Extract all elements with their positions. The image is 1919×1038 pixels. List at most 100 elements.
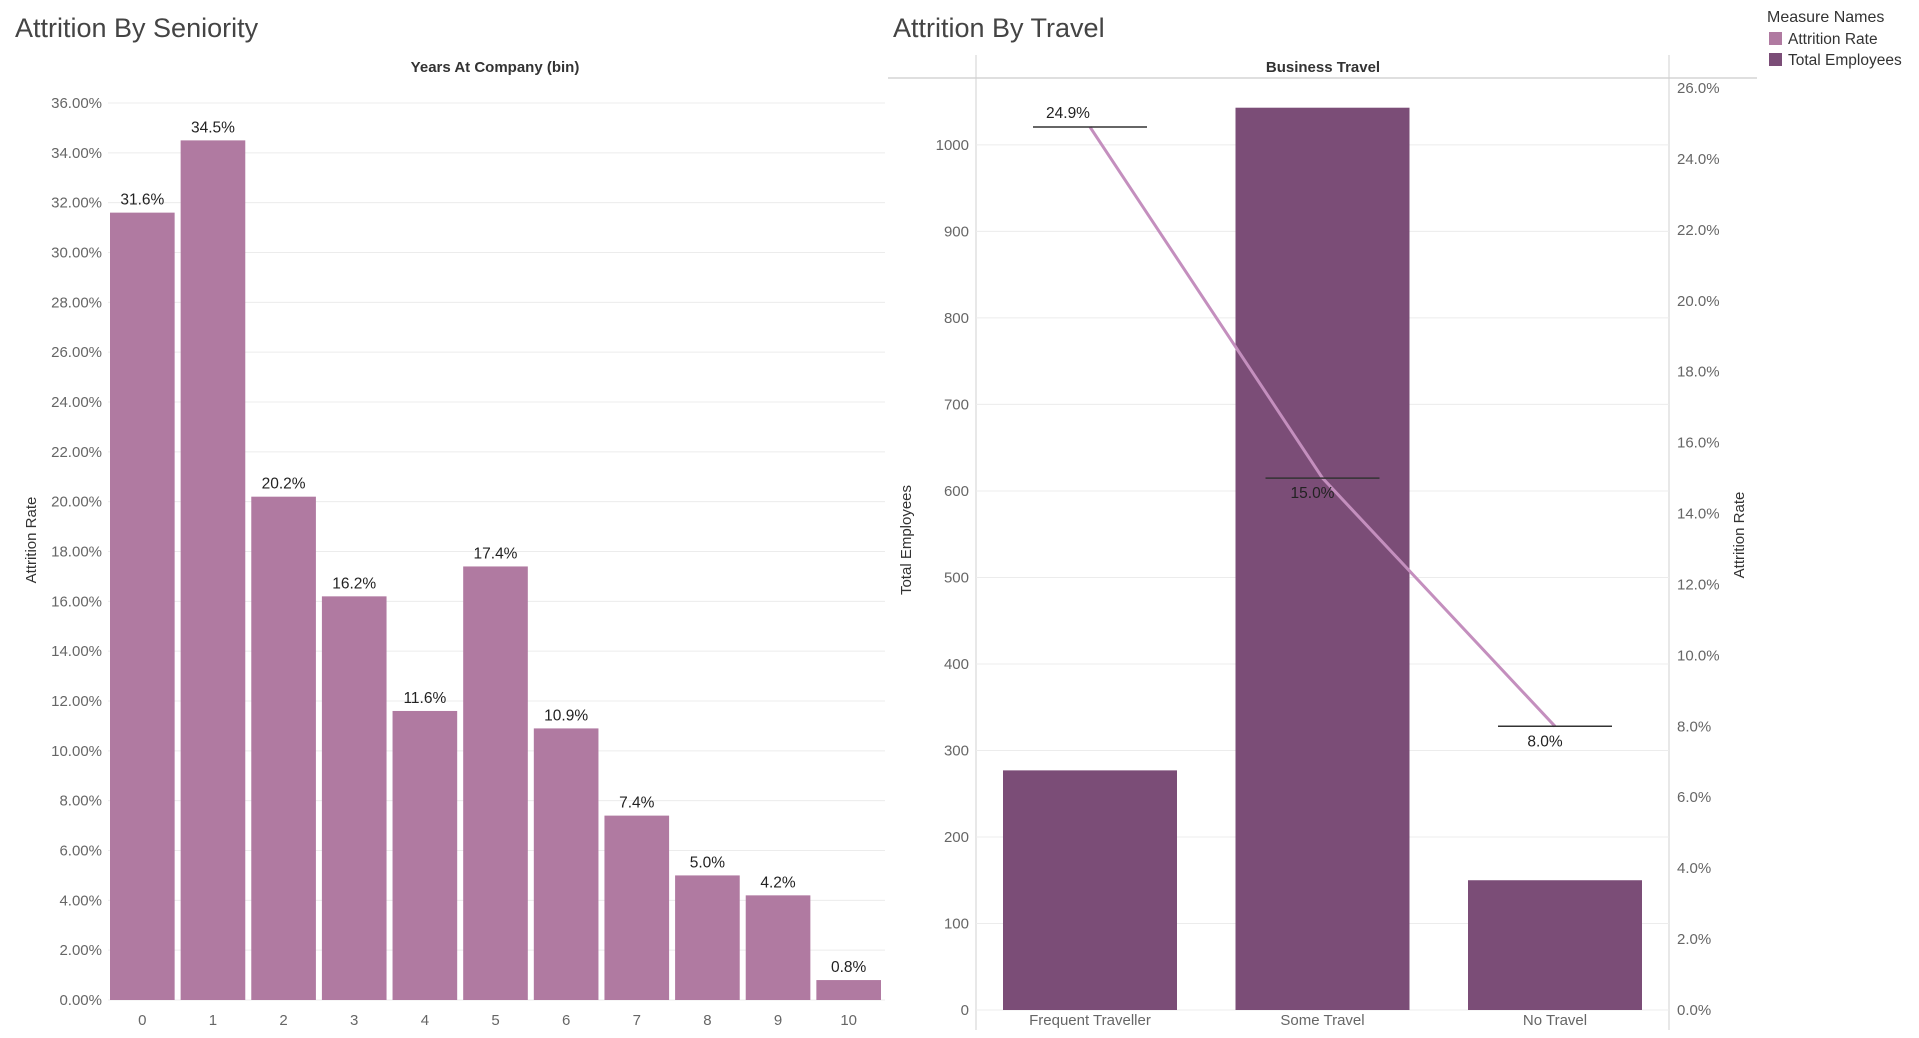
data-label: 20.2% [262, 476, 306, 493]
bar [533, 728, 599, 1000]
left-tick-label: 200 [944, 829, 969, 846]
chart-travel: Attrition By Travel Business Travel Tota… [888, 13, 1757, 1030]
column-header-seniority: Years At Company (bin) [411, 59, 580, 76]
x-tick-label: 6 [562, 1012, 570, 1029]
left-tick-label: 300 [944, 742, 969, 759]
right-tick-label: 8.0% [1677, 718, 1711, 735]
bar [1003, 770, 1177, 1010]
data-label: 10.9% [544, 707, 588, 724]
left-tick-label: 1000 [936, 137, 969, 154]
y-tick-label: 4.00% [59, 892, 102, 909]
bar [604, 815, 670, 1000]
bar [392, 710, 458, 1000]
column-header-travel: Business Travel [1266, 59, 1380, 76]
right-tick-label: 22.0% [1677, 222, 1720, 239]
y-tick-label: 24.00% [51, 394, 102, 411]
chart-title-travel: Attrition By Travel [893, 13, 1105, 43]
y-tick-label: 34.00% [51, 145, 102, 162]
y-tick-label: 10.00% [51, 743, 102, 760]
y-axis-label-seniority: Attrition Rate [23, 497, 40, 584]
bar [180, 140, 246, 1000]
y-tick-label: 12.00% [51, 693, 102, 710]
left-tick-label: 400 [944, 656, 969, 673]
x-tick-label: 8 [703, 1012, 711, 1029]
legend-label-attrition-rate[interactable]: Attrition Rate [1788, 31, 1878, 48]
legend-swatch-total-employees [1769, 53, 1782, 66]
right-tick-label: 26.0% [1677, 80, 1720, 97]
data-label: 8.0% [1527, 733, 1563, 750]
bar [816, 980, 881, 1000]
legend-label-total-employees[interactable]: Total Employees [1788, 52, 1902, 69]
bars-seniority [110, 140, 881, 1001]
x-tick-label: 4 [421, 1012, 429, 1029]
right-tick-label: 12.0% [1677, 576, 1720, 593]
right-tick-label: 14.0% [1677, 506, 1720, 523]
left-axis-ticks-travel: 0 100 200 300 400 500 600 700 800 900 1000 [936, 137, 969, 1019]
data-labels-travel: 24.9% 15.0% 8.0% [1046, 105, 1563, 750]
data-label: 4.2% [760, 874, 796, 891]
left-tick-label: 0 [961, 1002, 969, 1019]
legend-title: Measure Names [1767, 9, 1884, 26]
y-tick-label: 30.00% [51, 245, 102, 262]
left-tick-label: 500 [944, 569, 969, 586]
x-tick-label: Frequent Traveller [1029, 1012, 1151, 1029]
data-label: 24.9% [1046, 105, 1090, 122]
y-tick-label: 20.00% [51, 494, 102, 511]
bar [675, 875, 740, 1000]
attrition-line-travel [1033, 126, 1612, 728]
data-label: 17.4% [474, 545, 518, 562]
right-tick-label: 18.0% [1677, 364, 1720, 381]
bar [1235, 107, 1410, 1010]
y-tick-label: 16.00% [51, 593, 102, 610]
x-axis-ticks-seniority: 0 1 2 3 4 5 6 7 8 9 10 [138, 1012, 857, 1029]
x-tick-label: Some Travel [1280, 1012, 1364, 1029]
data-label: 34.5% [191, 119, 235, 136]
y-tick-label: 26.00% [51, 344, 102, 361]
x-tick-label: 10 [840, 1012, 857, 1029]
bar [251, 496, 316, 1000]
data-label: 16.2% [332, 575, 376, 592]
x-tick-label: 5 [491, 1012, 499, 1029]
x-tick-label: 1 [209, 1012, 217, 1029]
data-label: 7.4% [619, 795, 655, 812]
left-tick-label: 700 [944, 396, 969, 413]
x-tick-label: 0 [138, 1012, 146, 1029]
x-tick-label: 2 [279, 1012, 287, 1029]
right-tick-label: 4.0% [1677, 860, 1711, 877]
bar [1468, 880, 1642, 1010]
left-tick-label: 800 [944, 310, 969, 327]
chart-seniority: Attrition By Seniority Years At Company … [15, 13, 885, 1029]
legend-swatch-attrition-rate [1769, 32, 1782, 45]
y-tick-label: 36.00% [51, 95, 102, 112]
bar [321, 596, 387, 1000]
data-label: 0.8% [831, 959, 867, 976]
y-tick-label: 2.00% [59, 942, 102, 959]
y-tick-label: 0.00% [59, 992, 102, 1009]
data-label: 5.0% [690, 854, 726, 871]
right-axis-label-travel: Attrition Rate [1731, 492, 1748, 579]
x-tick-label: 3 [350, 1012, 358, 1029]
left-tick-label: 100 [944, 915, 969, 932]
y-tick-label: 14.00% [51, 643, 102, 660]
right-axis-ticks-travel: 0.0% 2.0% 4.0% 6.0% 8.0% 10.0% 12.0% 14.0% 16.0%… [1677, 80, 1720, 1019]
right-tick-label: 2.0% [1677, 931, 1711, 948]
right-tick-label: 20.0% [1677, 293, 1720, 310]
y-tick-label: 8.00% [59, 793, 102, 810]
right-tick-label: 10.0% [1677, 647, 1720, 664]
right-tick-label: 0.0% [1677, 1002, 1711, 1019]
bars-travel [1003, 107, 1642, 1010]
y-tick-label: 22.00% [51, 444, 102, 461]
left-axis-label-travel: Total Employees [898, 485, 915, 595]
right-tick-label: 6.0% [1677, 789, 1711, 806]
y-tick-label: 28.00% [51, 294, 102, 311]
legend: Measure Names Attrition Rate Total Emplo… [1767, 9, 1902, 69]
x-tick-label: 7 [633, 1012, 641, 1029]
left-tick-label: 600 [944, 483, 969, 500]
left-tick-label: 900 [944, 223, 969, 240]
data-label: 15.0% [1291, 485, 1335, 502]
y-tick-label: 6.00% [59, 843, 102, 860]
data-labels-seniority: 31.6% 34.5% 20.2% 16.2% 11.6% 17.4% 10.9% 7.4% 5… [120, 119, 866, 976]
bar [463, 566, 528, 1000]
